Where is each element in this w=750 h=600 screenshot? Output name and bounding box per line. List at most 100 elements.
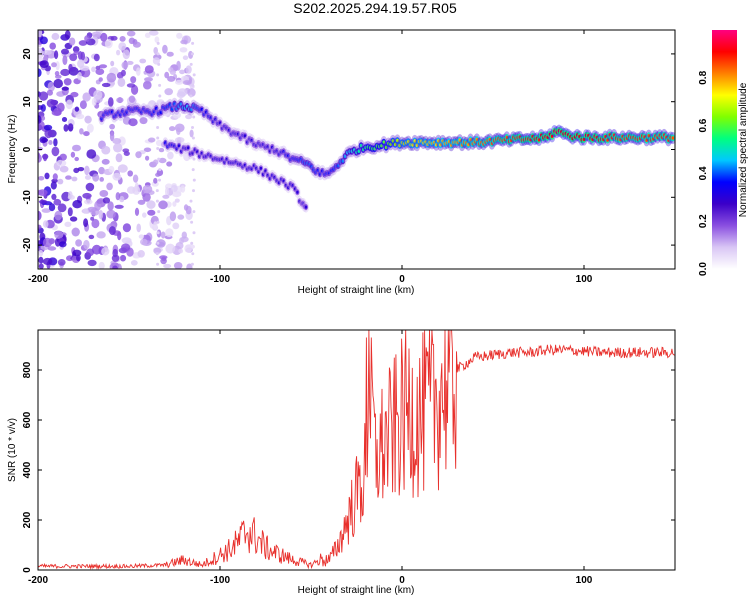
noise-blob xyxy=(57,259,66,266)
noise-blob xyxy=(51,109,62,116)
noise-blob xyxy=(156,136,160,140)
noise-blob xyxy=(85,182,95,192)
noise-blob xyxy=(156,126,160,129)
noise-blob xyxy=(79,128,84,135)
noise-blob xyxy=(91,97,97,106)
noise-blob xyxy=(38,249,44,257)
noise-blob xyxy=(116,49,121,56)
noise-blob xyxy=(65,99,73,110)
noise-blob xyxy=(190,262,194,266)
noise-blob xyxy=(113,143,123,153)
noise-blob xyxy=(87,123,94,133)
noise-blob xyxy=(47,246,57,251)
trace-core xyxy=(200,107,204,112)
noise-blob xyxy=(187,88,196,97)
noise-blob xyxy=(158,94,162,98)
noise-blob xyxy=(51,32,60,41)
spectrogram-x-ticks: -200 -100 0 100 xyxy=(28,30,593,285)
trace-core xyxy=(606,138,609,142)
noise-blob xyxy=(110,35,118,41)
trace-core xyxy=(467,142,470,147)
noise-blob xyxy=(38,176,45,181)
noise-blob xyxy=(190,220,194,224)
noise-blob xyxy=(79,100,87,110)
snr-x-label: Height of straight line (km) xyxy=(298,585,415,596)
trace-core xyxy=(359,143,363,148)
noise-blob xyxy=(156,52,160,56)
trace-core xyxy=(255,166,258,170)
noise-blob xyxy=(146,200,156,209)
noise-blob xyxy=(147,209,156,216)
noise-blob xyxy=(189,62,193,66)
noise-blob xyxy=(96,199,103,204)
noise-blob xyxy=(44,128,53,139)
noise-blob xyxy=(68,191,73,199)
trace-core xyxy=(250,167,253,171)
noise-blob xyxy=(87,259,97,267)
noise-blob xyxy=(182,55,189,60)
trace-core xyxy=(196,150,199,154)
colorbar-tick-label: 0.8 xyxy=(698,70,709,84)
noise-blob xyxy=(84,35,90,42)
noise-blob xyxy=(77,59,85,68)
noise-blob xyxy=(48,203,56,212)
snr-frame xyxy=(37,329,676,571)
noise-blob xyxy=(162,44,168,54)
trace-core xyxy=(100,117,103,121)
noise-blob xyxy=(69,53,78,62)
noise-blob xyxy=(112,265,118,269)
noise-blob xyxy=(152,57,160,65)
trace-core xyxy=(273,175,276,180)
noise-blob xyxy=(62,55,68,66)
noise-blob xyxy=(51,62,57,68)
colorbar-tick-label: 0.6 xyxy=(698,118,709,132)
trace-core xyxy=(287,186,290,190)
noise-blob xyxy=(82,92,91,102)
trace-core xyxy=(225,157,228,161)
noise-blob xyxy=(165,228,174,238)
noise-blob xyxy=(92,173,100,182)
noise-blob xyxy=(128,95,136,103)
trace-core xyxy=(475,137,479,142)
noise-blob xyxy=(139,117,148,125)
trace-core xyxy=(380,144,383,148)
noise-blob xyxy=(143,80,152,90)
noise-blob xyxy=(183,204,189,211)
noise-blob xyxy=(87,206,97,213)
trace-core xyxy=(411,143,415,147)
noise-blob xyxy=(42,50,52,55)
trace-core xyxy=(259,166,263,170)
noise-blob xyxy=(43,153,48,162)
y-tick-label: 600 xyxy=(22,411,33,428)
noise-blob xyxy=(160,231,166,239)
noise-blob xyxy=(59,241,67,248)
noise-blob xyxy=(42,257,53,266)
noise-blob xyxy=(109,123,115,130)
x-tick-label: 100 xyxy=(576,274,593,285)
trace-core xyxy=(155,106,158,111)
noise-blob xyxy=(98,77,103,82)
noise-blob xyxy=(91,66,96,73)
noise-blob xyxy=(38,263,44,269)
trace-core xyxy=(191,151,194,155)
colorbar: 0.0 0.2 0.4 0.6 0.8 Normalized spectral ampl… xyxy=(698,30,749,276)
noise-blob xyxy=(44,172,50,180)
noise-blob xyxy=(72,144,81,152)
noise-blob xyxy=(154,36,160,43)
noise-blob xyxy=(75,113,85,120)
noise-blob xyxy=(63,124,69,132)
y-tick-label: -20 xyxy=(22,237,33,252)
noise-blob xyxy=(108,97,114,107)
noise-blob xyxy=(189,94,193,98)
noise-blob xyxy=(192,210,196,214)
spectrogram-y-ticks: -20 -10 0 10 20 xyxy=(22,48,675,252)
noise-blob xyxy=(109,226,116,236)
trace-core xyxy=(268,176,272,180)
y-tick-label: -10 xyxy=(22,190,33,205)
noise-blob xyxy=(71,176,78,182)
noise-blob xyxy=(38,224,42,230)
trace-core xyxy=(264,169,267,173)
noise-blob xyxy=(192,157,196,161)
trace-core xyxy=(604,134,607,139)
trace-core xyxy=(396,138,399,143)
